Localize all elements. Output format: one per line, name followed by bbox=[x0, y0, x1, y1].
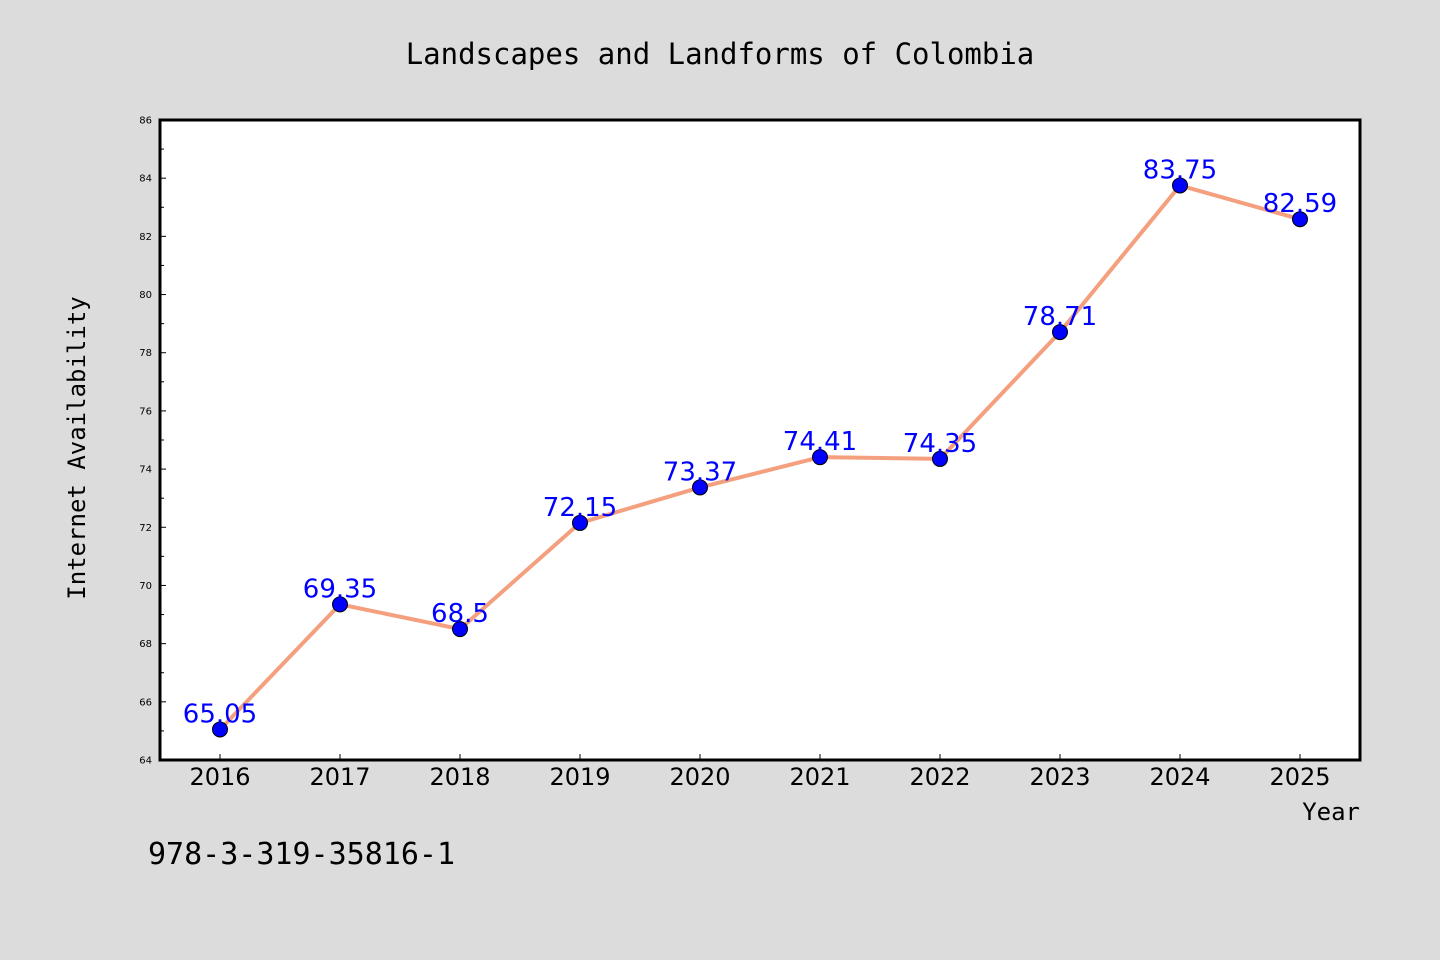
y-tick-label: 78 bbox=[139, 348, 152, 359]
y-tick-label: 86 bbox=[139, 116, 152, 127]
x-tick-label: 2024 bbox=[1149, 763, 1210, 791]
data-point bbox=[1052, 324, 1068, 341]
data-label: 83.75 bbox=[1143, 155, 1217, 185]
y-tick-label: 70 bbox=[139, 581, 152, 592]
data-label: 72.15 bbox=[543, 493, 617, 523]
y-tick-label: 66 bbox=[139, 697, 152, 708]
y-axis-ticks: 64 66 68 70 72 74 76 78 80 82 84 86 bbox=[139, 116, 166, 767]
x-tick-label: 2022 bbox=[909, 763, 970, 791]
data-point bbox=[212, 721, 228, 738]
footnote-isbn: 978-3-319-35816-1 bbox=[148, 837, 455, 872]
x-tick-label: 2019 bbox=[549, 763, 610, 791]
x-tick-label: 2021 bbox=[789, 763, 850, 791]
y-tick-label: 84 bbox=[139, 174, 152, 185]
y-tick-label: 76 bbox=[139, 406, 152, 417]
x-tick-label: 2025 bbox=[1269, 763, 1330, 791]
data-point bbox=[332, 596, 348, 613]
y-tick-label: 68 bbox=[139, 639, 152, 650]
series-layer: 65.05 69.35 68.5 72.15 73.37 74.41 74.35 78.71 8… bbox=[183, 155, 1337, 738]
y-tick-label: 72 bbox=[139, 523, 152, 534]
data-label: 65.05 bbox=[183, 699, 257, 729]
y-tick-label: 74 bbox=[139, 465, 152, 476]
x-tick-label: 2018 bbox=[429, 763, 490, 791]
y-tick-label: 64 bbox=[139, 756, 152, 767]
series-line bbox=[218, 183, 1302, 732]
data-point bbox=[572, 514, 588, 531]
plot-area bbox=[158, 118, 1362, 762]
y-tick-label: 80 bbox=[139, 290, 152, 301]
data-label: 68.5 bbox=[431, 599, 489, 629]
x-tick-label: 2016 bbox=[189, 763, 250, 791]
data-point bbox=[1292, 211, 1308, 228]
data-label: 74.35 bbox=[903, 429, 977, 459]
data-point bbox=[1172, 177, 1188, 194]
x-tick-label: 2017 bbox=[309, 763, 370, 791]
x-axis-label: Year bbox=[1302, 798, 1360, 826]
data-label: 74.41 bbox=[783, 427, 857, 457]
data-label: 69.35 bbox=[303, 574, 377, 604]
x-axis-ticks: 2016 2017 2018 2019 2020 2021 2022 2023 2024 2025 bbox=[189, 754, 1331, 791]
data-point bbox=[812, 449, 828, 466]
y-axis-label: Internet Availability bbox=[63, 296, 91, 599]
y-tick-label: 82 bbox=[139, 232, 152, 243]
data-point bbox=[452, 621, 468, 638]
x-tick-label: 2020 bbox=[669, 763, 730, 791]
data-label: 78.71 bbox=[1023, 302, 1097, 332]
data-label: 73.37 bbox=[663, 457, 737, 487]
x-tick-label: 2023 bbox=[1029, 763, 1090, 791]
data-point bbox=[932, 450, 948, 467]
chart-title: Landscapes and Landforms of Colombia bbox=[406, 37, 1035, 71]
data-point bbox=[692, 479, 708, 496]
data-label: 82.59 bbox=[1263, 189, 1337, 219]
